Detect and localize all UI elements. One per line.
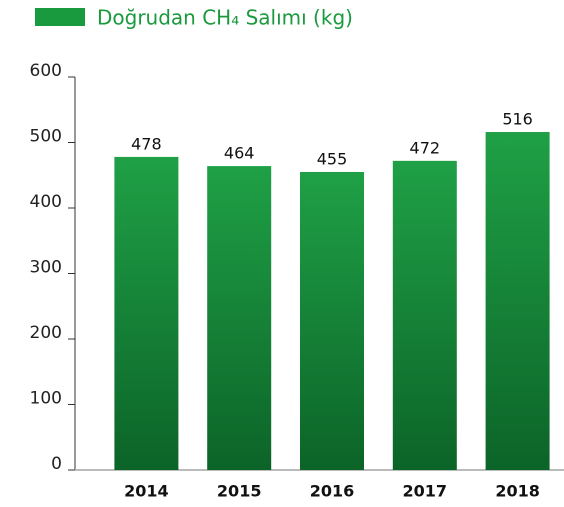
bar xyxy=(392,160,457,470)
data-label: 516 xyxy=(502,110,533,129)
bar xyxy=(207,166,272,470)
legend-swatch xyxy=(35,8,85,26)
y-tick-label: 500 xyxy=(30,127,62,147)
y-tick-label: 600 xyxy=(30,61,62,81)
x-tick-label: 2017 xyxy=(403,482,448,501)
data-label: 472 xyxy=(410,138,441,157)
legend-label: Doğrudan CH₄ Salımı (kg) xyxy=(97,6,353,30)
data-label: 478 xyxy=(131,134,162,153)
data-label: 455 xyxy=(317,149,348,168)
y-tick-label: 100 xyxy=(30,389,62,409)
bar xyxy=(300,171,364,470)
y-tick-label: 300 xyxy=(30,258,62,278)
y-tick-label: 200 xyxy=(30,323,62,343)
x-tick-label: 2016 xyxy=(310,482,355,501)
bar xyxy=(114,156,179,470)
bar xyxy=(485,132,550,470)
data-label: 464 xyxy=(224,144,255,163)
x-tick-label: 2018 xyxy=(495,482,540,501)
y-tick-label: 400 xyxy=(30,192,62,212)
y-tick-label: 0 xyxy=(51,454,62,474)
x-tick-label: 2015 xyxy=(217,482,262,501)
x-tick-label: 2014 xyxy=(124,482,169,501)
